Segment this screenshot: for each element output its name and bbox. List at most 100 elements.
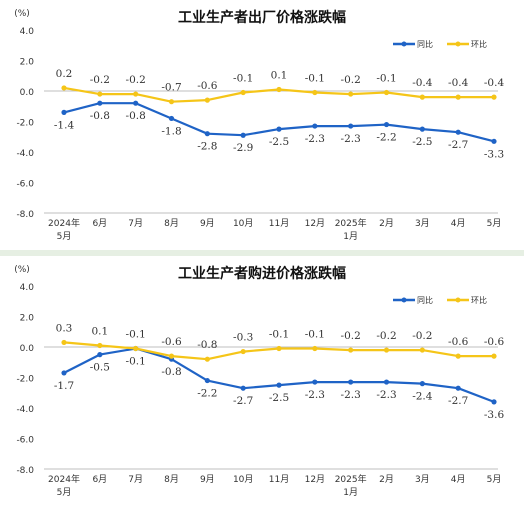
data-point: [455, 94, 461, 100]
x-tick-label: 2025年: [335, 473, 367, 485]
factory-price-line-chart: (%) 工业生产者出厂价格涨跌幅 4.0 2.0 0.0 -2.0 -4.0 -6.0 -8.0…: [14, 9, 505, 242]
x-tick-label-sub: 1月: [343, 231, 358, 242]
data-label: -1.7: [54, 380, 74, 392]
data-label: -2.9: [233, 142, 253, 154]
data-label: -0.6: [448, 336, 469, 348]
data-label: -2.5: [269, 136, 289, 148]
data-label: -2.7: [448, 139, 468, 151]
data-label: -2.8: [197, 141, 217, 153]
x-tick-label: 3月: [415, 474, 430, 485]
data-point: [133, 100, 139, 106]
y-tick-label: 0.0: [20, 88, 35, 98]
data-label: -0.2: [341, 330, 361, 342]
y-tick-label: -6.0: [16, 180, 34, 190]
legend-swatch-marker: [401, 297, 407, 303]
data-label: -0.1: [126, 356, 146, 368]
x-tick-label: 11月: [269, 218, 289, 229]
data-label: -0.1: [233, 73, 253, 85]
legend-swatch-marker: [401, 41, 407, 47]
legend-label: 同比: [417, 39, 433, 49]
data-point: [276, 345, 282, 352]
data-label: -0.4: [484, 77, 505, 89]
x-tick-label: 11月: [269, 474, 289, 485]
data-label: -0.6: [484, 336, 505, 348]
panel-divider: [0, 250, 524, 256]
data-label: -2.5: [412, 136, 432, 148]
legend-swatch-marker: [455, 297, 461, 303]
legend-label: 环比: [471, 39, 487, 49]
data-point: [97, 91, 103, 97]
data-label: -2.3: [341, 133, 361, 145]
data-label: 0.2: [56, 68, 73, 80]
data-label: -0.2: [376, 330, 396, 342]
data-point: [312, 379, 318, 385]
x-tick-label: 4月: [451, 474, 466, 485]
purchase-price-line-chart: (%) 工业生产者购进价格涨跌幅 4.0 2.0 0.0 -2.0 -4.0 -6.0 -8.0…: [14, 265, 505, 498]
data-point: [276, 86, 282, 93]
data-label: -3.6: [484, 409, 505, 421]
x-tick-label: 2025年: [335, 217, 367, 229]
data-point: [383, 121, 390, 128]
x-tick-label: 2024年: [48, 217, 80, 229]
y-tick-label: -4.0: [16, 405, 34, 415]
data-point: [491, 138, 497, 144]
x-tick-label-sub: 1月: [343, 487, 358, 498]
x-tick-label: 2月: [379, 474, 394, 485]
data-point: [348, 91, 354, 97]
x-tick-label: 5月: [487, 474, 502, 485]
x-tick-label: 8月: [164, 218, 179, 229]
x-tick-label: 10月: [233, 474, 253, 485]
data-point: [383, 379, 390, 385]
data-point: [97, 342, 103, 349]
data-label: -1.8: [161, 125, 181, 137]
x-tick-label: 9月: [200, 218, 215, 229]
data-point: [276, 382, 282, 388]
x-tick-label-sub: 5月: [57, 231, 72, 242]
data-label: -0.1: [376, 73, 396, 85]
data-point: [204, 356, 210, 362]
y-tick-label: -8.0: [16, 210, 34, 220]
y-tick-label: 0.0: [20, 344, 35, 354]
data-label: -0.3: [233, 332, 253, 344]
y-unit-label: (%): [14, 265, 30, 275]
data-point: [312, 123, 318, 129]
legend-swatch-marker: [455, 41, 461, 47]
data-point: [383, 89, 390, 96]
data-point: [312, 89, 318, 96]
data-point: [61, 85, 67, 91]
chart-title: 工业生产者购进价格涨跌幅: [178, 265, 346, 282]
data-point: [133, 345, 139, 352]
data-point: [455, 385, 461, 391]
y-tick-label: -6.0: [16, 436, 34, 446]
data-label: -0.2: [126, 74, 146, 86]
data-point: [61, 109, 67, 115]
data-label: -0.1: [126, 329, 146, 341]
data-point: [419, 126, 425, 132]
data-point: [240, 132, 246, 138]
data-label: -0.6: [161, 336, 182, 348]
data-label: -0.8: [90, 110, 110, 122]
data-point: [348, 379, 354, 385]
data-label: 0.3: [56, 322, 73, 334]
y-tick-label: -2.0: [16, 119, 34, 129]
data-point: [204, 377, 210, 384]
data-point: [204, 97, 210, 103]
data-point: [97, 100, 103, 106]
legend-label: 环比: [471, 295, 487, 305]
data-label: -2.3: [376, 389, 396, 401]
data-label: -2.2: [376, 132, 396, 144]
x-tick-label: 9月: [200, 474, 215, 485]
x-tick-label: 8月: [164, 474, 179, 485]
data-point: [276, 126, 282, 132]
y-tick-label: 4.0: [20, 27, 35, 37]
data-label: -2.3: [341, 389, 361, 401]
data-point: [419, 94, 425, 100]
chart-title: 工业生产者出厂价格涨跌幅: [178, 9, 346, 26]
y-tick-label: 2.0: [20, 314, 35, 324]
chart-panel-factory-price: (%) 工业生产者出厂价格涨跌幅 4.0 2.0 0.0 -2.0 -4.0 -6.0 -8.0…: [0, 0, 524, 250]
data-point: [348, 123, 354, 129]
data-point: [455, 353, 461, 359]
data-label: -0.1: [305, 73, 325, 85]
y-tick-label: 4.0: [20, 283, 35, 293]
x-tick-label: 2月: [379, 218, 394, 229]
